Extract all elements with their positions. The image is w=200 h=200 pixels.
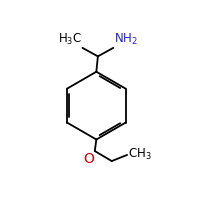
Text: $\mathregular{CH_3}$: $\mathregular{CH_3}$ <box>128 147 152 162</box>
Text: O: O <box>83 152 94 166</box>
Text: $\mathregular{H_3C}$: $\mathregular{H_3C}$ <box>58 32 82 47</box>
Text: $\mathregular{NH_2}$: $\mathregular{NH_2}$ <box>114 32 138 47</box>
